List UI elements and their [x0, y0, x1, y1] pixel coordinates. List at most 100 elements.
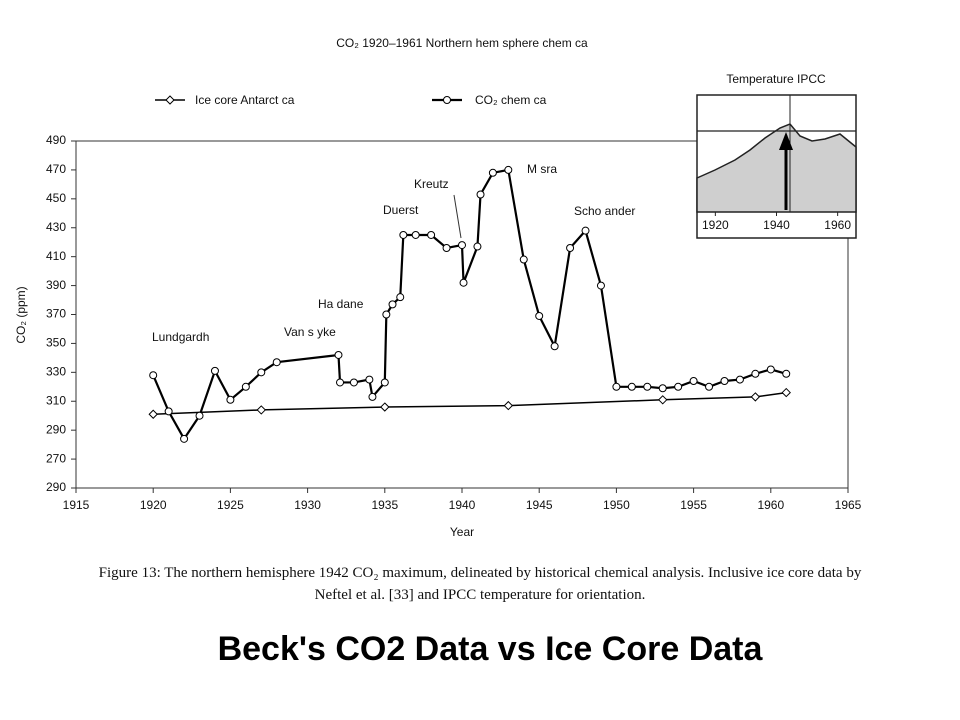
x-tick-label: 1930: [294, 498, 321, 512]
marker: [504, 165, 513, 174]
y-axis-label: CO₂ (ppm): [14, 286, 28, 343]
y-tick-label: 270: [46, 451, 66, 465]
annotation: Van s yke: [284, 325, 336, 339]
inset-title: Temperature IPCC: [726, 72, 826, 86]
annotation: M sra: [527, 162, 557, 176]
y-tick-label: 430: [46, 220, 66, 234]
annotation: Duerst: [383, 203, 419, 217]
y-tick-label: 350: [46, 336, 66, 350]
y-tick-label: 290: [46, 422, 66, 436]
marker: [241, 382, 250, 391]
chart-title: CO₂ 1920–1961 Northern hem sphere chem c…: [336, 36, 588, 50]
marker: [459, 278, 468, 287]
marker: [164, 407, 173, 416]
y-tick-label: 470: [46, 162, 66, 176]
annotation: Lundgardh: [152, 330, 209, 344]
marker: [674, 382, 683, 391]
marker: [689, 377, 698, 386]
marker: [380, 402, 390, 412]
marker: [535, 311, 544, 320]
marker: [388, 300, 397, 309]
y-tick-label: 370: [46, 307, 66, 321]
marker: [195, 411, 204, 420]
marker: [368, 392, 377, 401]
annotation-pointer: [453, 194, 462, 239]
marker: [750, 392, 761, 402]
annotation: Kreutz: [414, 177, 449, 191]
legend-marker: [443, 96, 451, 104]
marker: [720, 377, 729, 386]
y-tick-label: 390: [46, 278, 66, 292]
marker: [382, 310, 391, 319]
legend-label: CO₂ chem ca: [475, 93, 547, 107]
y-tick-label: 490: [46, 133, 66, 147]
x-tick-label: 1920: [140, 498, 167, 512]
marker: [476, 190, 485, 199]
marker: [226, 395, 235, 404]
y-tick-label: 330: [46, 365, 66, 379]
marker: [399, 230, 408, 239]
marker: [781, 387, 791, 398]
marker: [766, 365, 775, 374]
heading: Beck's CO2 Data vs Ice Core Data: [217, 630, 763, 668]
marker: [334, 350, 343, 359]
marker: [256, 405, 266, 415]
marker: [566, 243, 575, 252]
x-tick-label: 1950: [603, 498, 630, 512]
marker: [658, 384, 667, 393]
x-tick-label: 1915: [63, 498, 90, 512]
x-axis-label: Year: [450, 525, 474, 539]
y-tick-label: 450: [46, 191, 66, 205]
marker: [380, 378, 389, 387]
marker: [751, 369, 760, 378]
marker: [458, 241, 466, 250]
marker: [705, 382, 714, 391]
x-tick-label: 1925: [217, 498, 244, 512]
marker: [349, 378, 358, 387]
marker: [596, 281, 605, 290]
marker: [210, 366, 219, 375]
series-line: [153, 391, 787, 416]
inset-arrow-head: [779, 132, 793, 150]
marker: [365, 375, 374, 384]
chart: CO₂ 1920–1961 Northern hem sphere chem c…: [14, 36, 862, 539]
marker: [519, 255, 528, 264]
series-line: [152, 168, 787, 441]
marker: [503, 400, 514, 411]
marker: [782, 369, 791, 378]
annotation: Scho ander: [574, 204, 635, 218]
marker: [411, 230, 420, 239]
y-tick-label: 290: [46, 480, 66, 494]
marker: [488, 168, 497, 177]
x-tick-label: 1945: [526, 498, 553, 512]
y-tick-label: 410: [46, 249, 66, 263]
x-tick-label: 1965: [835, 498, 862, 512]
marker: [336, 378, 345, 387]
marker: [658, 395, 668, 405]
marker: [396, 293, 405, 302]
marker: [550, 342, 559, 351]
marker: [612, 382, 621, 391]
x-tick-label: 1960: [757, 498, 784, 512]
x-tick-label: 1955: [680, 498, 707, 512]
legend-marker: [165, 95, 175, 105]
legend-label: Ice core Antarct ca: [195, 93, 295, 107]
marker: [581, 226, 590, 235]
marker: [180, 434, 189, 443]
inset-tick-label: 1960: [824, 218, 851, 232]
marker: [627, 382, 636, 391]
marker: [257, 368, 266, 377]
marker: [473, 242, 482, 251]
inset-tick-label: 1940: [763, 218, 790, 232]
marker: [149, 371, 158, 380]
marker: [148, 409, 158, 419]
inset-tick-label: 1920: [702, 218, 729, 232]
marker: [272, 358, 281, 367]
marker: [735, 375, 744, 384]
caption: Figure 13: The northern hemisphere 1942 …: [98, 565, 862, 603]
marker: [427, 230, 436, 239]
marker: [442, 243, 451, 252]
marker: [643, 382, 652, 391]
annotation: Ha dane: [318, 297, 364, 311]
